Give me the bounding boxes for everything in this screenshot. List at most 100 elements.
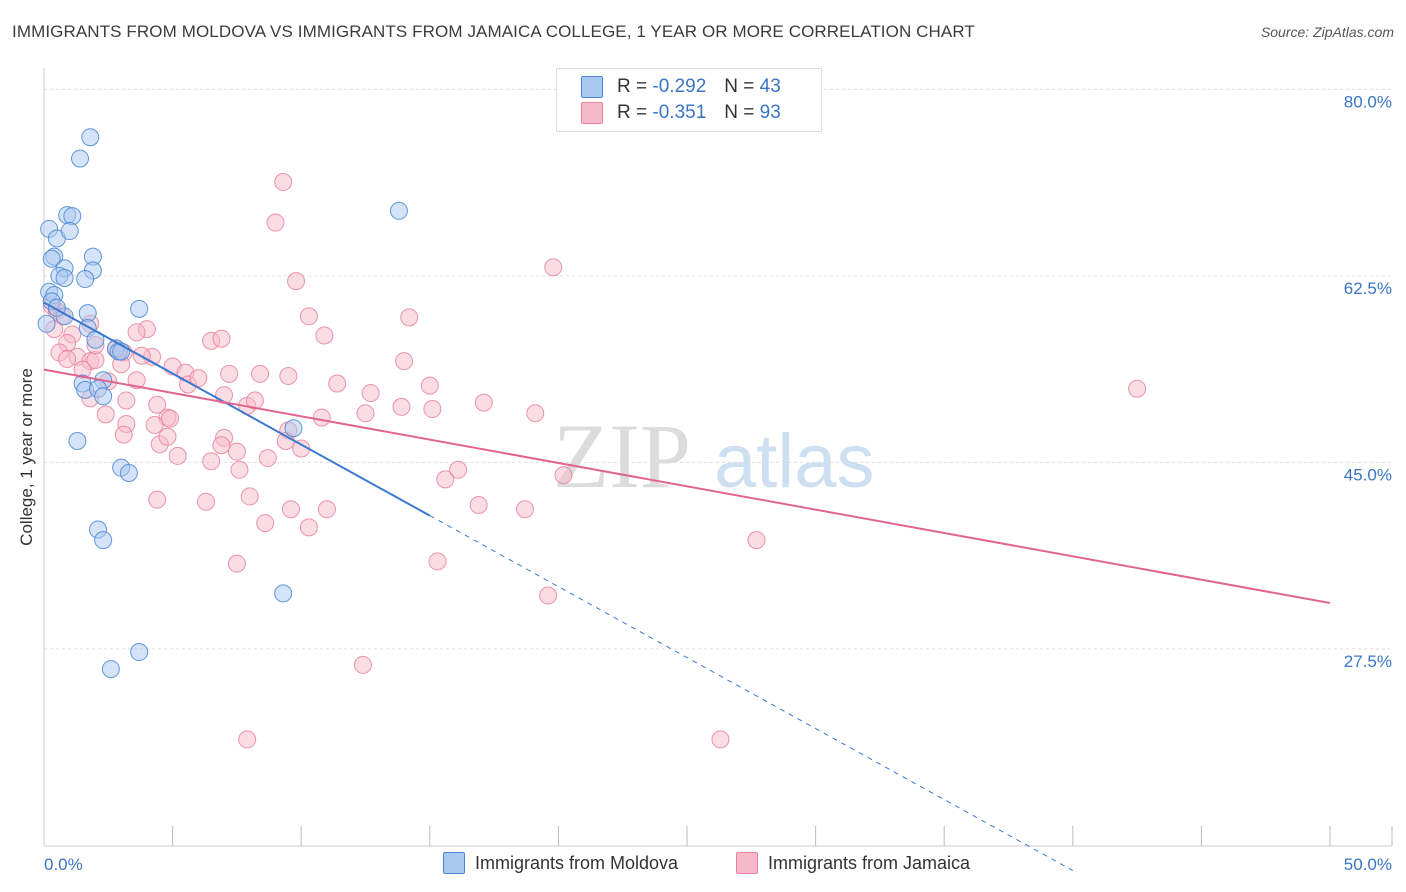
moldova-point	[284, 419, 303, 438]
jamaica-point	[711, 730, 730, 749]
r-value-moldova: -0.292	[652, 76, 707, 97]
r-value-jamaica: -0.351	[652, 102, 707, 123]
jamaica-point	[449, 460, 468, 479]
y-tick-label: 27.5%	[1344, 652, 1392, 671]
jamaica-trend-line	[43, 368, 1331, 604]
watermark-zip: ZIP	[553, 405, 691, 507]
jamaica-point	[469, 495, 488, 514]
y-tick-label: 80.0%	[1344, 92, 1392, 111]
n-value-moldova: 43	[759, 76, 781, 97]
y-tick-label: 45.0%	[1344, 465, 1392, 484]
jamaica-point	[420, 376, 439, 395]
jamaica-point	[539, 586, 558, 605]
jamaica-point	[245, 391, 264, 410]
moldova-point	[274, 584, 293, 603]
legend-swatch-jamaica	[581, 102, 603, 124]
moldova-point	[42, 249, 61, 268]
jamaica-point	[317, 500, 336, 519]
jamaica-point	[279, 367, 298, 386]
jamaica-point	[145, 416, 164, 435]
jamaica-point	[96, 405, 115, 424]
jamaica-point	[353, 655, 372, 674]
moldova-point	[68, 432, 87, 451]
r-label: R =	[617, 76, 648, 97]
jamaica-point	[287, 272, 306, 291]
legend-item-moldova: Immigrants from Moldova	[443, 852, 678, 874]
jamaica-points	[42, 173, 1147, 749]
moldova-point	[37, 314, 56, 333]
legend-row-moldova: R = -0.292 N = 43	[581, 75, 781, 99]
jamaica-point	[240, 487, 259, 506]
jamaica-point	[395, 352, 414, 371]
jamaica-point	[266, 213, 285, 232]
legend-item-jamaica: Immigrants from Jamaica	[736, 852, 970, 874]
moldova-point	[81, 128, 100, 147]
moldova-point	[119, 463, 138, 482]
jamaica-point	[230, 460, 249, 479]
correlation-legend: R = -0.292 N = 43 R = -0.351 N = 93	[556, 68, 822, 132]
legend-swatch-jamaica	[736, 852, 758, 874]
moldova-trend-line	[43, 301, 431, 517]
jamaica-point	[428, 552, 447, 571]
n-label: N =	[724, 102, 755, 123]
moldova-point	[94, 531, 113, 550]
legend-label-jamaica: Immigrants from Jamaica	[768, 852, 971, 873]
jamaica-point	[158, 427, 177, 446]
jamaica-point	[554, 466, 573, 485]
moldova-point	[101, 660, 120, 679]
watermark: ZIP atlas	[553, 405, 875, 507]
jamaica-point	[400, 308, 419, 327]
jamaica-point	[161, 409, 180, 428]
jamaica-point	[299, 518, 318, 537]
jamaica-point	[148, 490, 167, 509]
x-tick-label: 50.0%	[1344, 855, 1392, 874]
moldova-point	[60, 222, 79, 241]
jamaica-point	[238, 730, 257, 749]
jamaica-point	[117, 391, 136, 410]
jamaica-point	[474, 393, 493, 412]
jamaica-point	[212, 436, 231, 455]
y-tick-label: 62.5%	[1344, 279, 1392, 298]
legend-label-moldova: Immigrants from Moldova	[475, 852, 679, 873]
jamaica-point	[436, 470, 455, 489]
jamaica-point	[747, 531, 766, 550]
legend-swatch-moldova	[443, 852, 465, 874]
moldova-point	[130, 643, 149, 662]
jamaica-point	[423, 400, 442, 419]
jamaica-point	[1128, 379, 1147, 398]
jamaica-point	[256, 514, 275, 533]
chart-title: IMMIGRANTS FROM MOLDOVA VS IMMIGRANTS FR…	[12, 22, 975, 41]
legend-row-jamaica: R = -0.351 N = 93	[581, 101, 781, 125]
trend-lines	[43, 301, 1331, 871]
jamaica-point	[58, 349, 77, 368]
jamaica-point	[148, 395, 167, 414]
jamaica-point	[299, 307, 318, 326]
jamaica-point	[258, 449, 277, 468]
jamaica-point	[227, 442, 246, 461]
jamaica-point	[114, 425, 133, 444]
tick-labels: 80.0% 62.5% 45.0% 27.5% 0.0% 50.0%	[44, 92, 1392, 874]
jamaica-point	[515, 500, 534, 519]
jamaica-point	[197, 492, 216, 511]
jamaica-point	[328, 374, 347, 393]
n-label: N =	[724, 76, 755, 97]
jamaica-point	[202, 452, 221, 471]
axis-layer	[43, 68, 1393, 847]
jamaica-point	[361, 384, 380, 403]
jamaica-point	[251, 364, 270, 383]
moldova-point	[94, 387, 113, 406]
jamaica-point	[356, 404, 375, 423]
moldova-point	[76, 270, 95, 289]
moldova-trend-extension	[429, 515, 1074, 871]
legend-swatch-moldova	[581, 76, 603, 98]
jamaica-point	[212, 329, 231, 348]
jamaica-point	[544, 258, 563, 277]
jamaica-point	[127, 323, 146, 342]
jamaica-point	[227, 554, 246, 573]
x-tick-label: 0.0%	[44, 855, 83, 874]
jamaica-point	[392, 397, 411, 416]
chart-source: Source: ZipAtlas.com	[1260, 24, 1394, 40]
jamaica-point	[526, 404, 545, 423]
jamaica-point	[220, 364, 239, 383]
